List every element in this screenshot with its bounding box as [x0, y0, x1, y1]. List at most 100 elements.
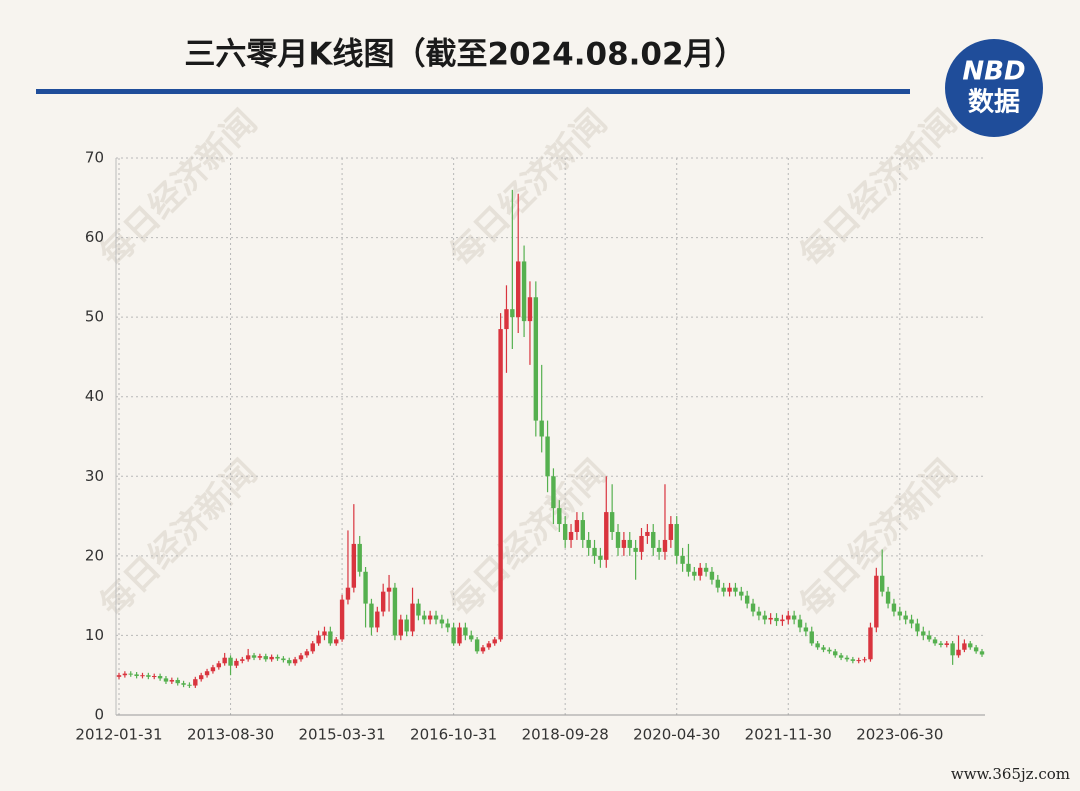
- candle-body: [962, 643, 967, 650]
- candle-body: [604, 512, 609, 560]
- candle-body: [451, 627, 456, 644]
- candle-body: [797, 619, 803, 628]
- candle-body: [968, 643, 973, 648]
- candle-body: [586, 539, 591, 548]
- candle-body: [334, 639, 339, 644]
- candle-body: [844, 657, 850, 660]
- candle-body: [357, 543, 362, 572]
- candle-body: [281, 658, 286, 661]
- candle-body: [662, 539, 668, 552]
- candle-body: [375, 611, 380, 628]
- logo-text: NBD: [962, 57, 1025, 87]
- candle-body: [128, 673, 133, 675]
- x-tick-label: 2021-11-30: [745, 726, 832, 744]
- candle-body: [645, 531, 650, 536]
- candle-body: [568, 531, 574, 540]
- candle-body: [639, 535, 644, 552]
- candle-body: [791, 615, 797, 620]
- candle-body: [439, 619, 445, 624]
- y-tick-label: 70: [85, 149, 104, 167]
- candle-body: [668, 524, 674, 540]
- candle-body: [926, 635, 932, 640]
- candle-body: [469, 635, 474, 640]
- candle-body: [504, 309, 509, 330]
- candle-body: [921, 631, 926, 636]
- candle-body: [551, 476, 556, 509]
- candle-body: [821, 647, 826, 650]
- candle-body: [392, 587, 398, 636]
- candle-body: [762, 615, 767, 620]
- candle-body: [774, 617, 779, 622]
- y-tick-label: 50: [85, 308, 104, 326]
- candle-body: [328, 631, 333, 644]
- y-tick-label: 0: [94, 706, 104, 724]
- candle-body: [345, 587, 351, 600]
- candle-body: [709, 571, 715, 580]
- candle-body: [868, 627, 873, 660]
- candle-body: [833, 651, 838, 656]
- candle-body: [474, 639, 480, 652]
- candle-body: [780, 619, 785, 622]
- candle-body: [615, 531, 621, 548]
- candle-body: [938, 643, 944, 645]
- y-tick-label: 10: [85, 626, 104, 644]
- candle-body: [956, 649, 961, 656]
- candle-body: [580, 520, 585, 540]
- candle-body: [680, 555, 685, 564]
- candle-body: [692, 571, 697, 576]
- candle-body: [510, 309, 515, 318]
- candle-body: [633, 547, 638, 552]
- candle-body: [539, 420, 544, 437]
- candle-body: [292, 659, 298, 664]
- candle-body: [874, 575, 879, 628]
- x-tick-label: 2018-09-28: [522, 726, 609, 744]
- candle-body: [351, 543, 357, 588]
- candle-body: [557, 508, 562, 525]
- candle-body: [380, 591, 386, 612]
- candle-body: [897, 611, 903, 616]
- candle-body: [803, 627, 809, 632]
- logo-text: 数据: [968, 88, 1020, 118]
- x-tick-label: 2012-01-31: [75, 726, 162, 744]
- candle-body: [750, 603, 756, 612]
- title-rule: [36, 89, 910, 94]
- candle-body: [234, 660, 239, 666]
- candle-body: [686, 563, 691, 572]
- candle-body: [422, 615, 427, 620]
- candle-body: [533, 297, 539, 421]
- candle-body: [545, 436, 550, 477]
- x-tick-label: 2023-06-30: [856, 726, 943, 744]
- candle-body: [973, 647, 979, 652]
- candle-body: [181, 683, 186, 685]
- candle-body: [768, 617, 773, 620]
- candle-body: [163, 678, 169, 682]
- x-tick-label: 2013-08-30: [187, 726, 274, 744]
- candle-body: [322, 631, 327, 636]
- candle-body: [815, 643, 820, 648]
- chart-title: 三六零月K线图（截至2024.08.02月）: [184, 37, 745, 73]
- candle-body: [263, 656, 268, 660]
- candle-body: [463, 627, 468, 636]
- y-tick-label: 30: [85, 467, 104, 485]
- y-tick-label: 20: [85, 546, 104, 564]
- candle-body: [486, 643, 492, 648]
- candle-body: [521, 261, 527, 322]
- y-tick-label: 60: [85, 228, 104, 246]
- candle-body: [251, 655, 257, 658]
- candle-body: [879, 575, 885, 592]
- candle-body: [744, 595, 750, 604]
- candle-body: [310, 643, 315, 652]
- candle-body: [275, 656, 280, 659]
- candle-body: [386, 587, 392, 592]
- candle-body: [492, 639, 497, 644]
- y-tick-label: 40: [85, 387, 104, 405]
- candle-body: [269, 656, 274, 660]
- candle-body: [457, 627, 462, 644]
- candle-body: [656, 547, 662, 552]
- candle-body: [228, 657, 233, 666]
- candle-body: [862, 659, 867, 661]
- candle-body: [721, 587, 726, 592]
- candle-body: [287, 660, 292, 664]
- candle-body: [979, 651, 985, 655]
